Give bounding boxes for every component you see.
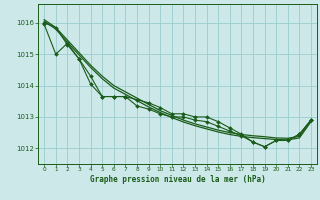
X-axis label: Graphe pression niveau de la mer (hPa): Graphe pression niveau de la mer (hPa) <box>90 175 266 184</box>
